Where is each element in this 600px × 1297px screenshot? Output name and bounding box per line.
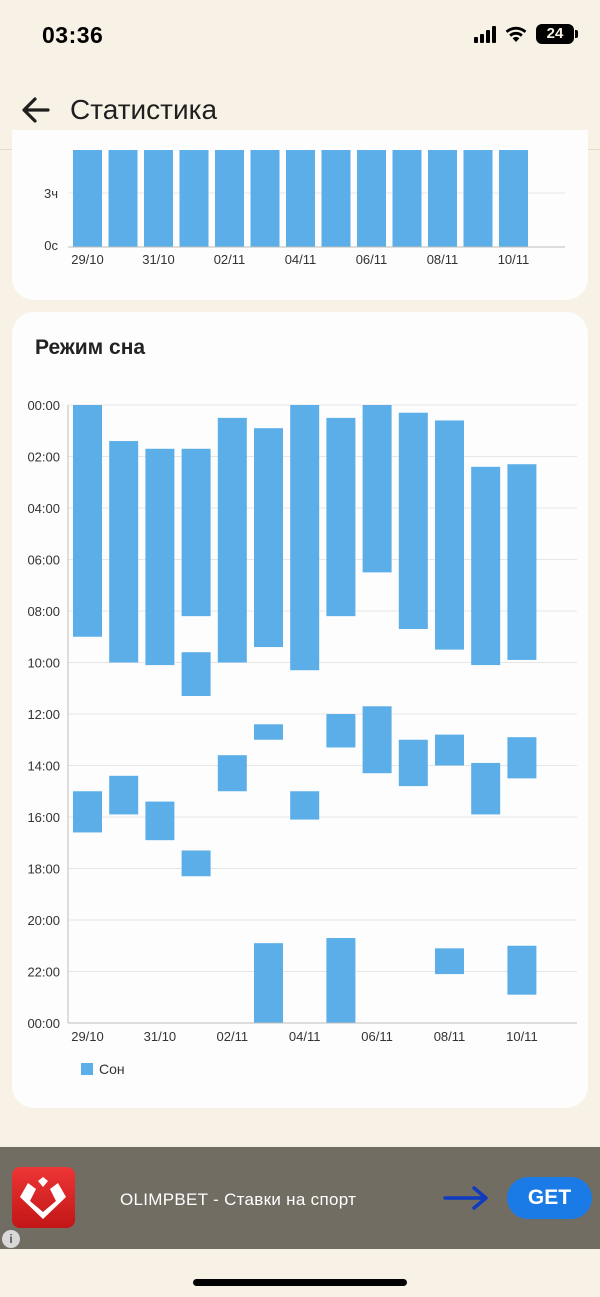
x-tick-label: 04/11 [285, 252, 317, 267]
sleep-segment-bar [109, 775, 139, 815]
battery-icon: 24 [536, 24, 578, 44]
y-tick-label: 04:00 [27, 501, 60, 516]
duration-bar [463, 150, 493, 247]
sleep-segment-bar [73, 405, 102, 637]
sleep-segment-bar [73, 791, 102, 833]
x-tick-label: 31/10 [142, 252, 175, 267]
sleep-schedule-card: Режим сна 00:00 02:00 04:00 06:00 08:00 10:00… [12, 312, 588, 1108]
x-tick-label: 10/11 [506, 1029, 538, 1044]
sleep-segment-bar [326, 938, 356, 1023]
sleep-segment-bar [254, 428, 283, 648]
sleep-segment-bar [217, 755, 247, 792]
ad-info-icon[interactable]: i [2, 1230, 20, 1248]
sleep-segment-bar [435, 420, 464, 650]
ad-title[interactable]: OLIMPBET - Ставки на спорт [120, 1190, 357, 1209]
duration-bar [428, 150, 457, 247]
sleep-segment-bar [435, 734, 464, 766]
olimpbet-emblem-icon [20, 1177, 66, 1219]
sleep-segment-bar [181, 850, 211, 877]
sleep-segment-bar [398, 739, 428, 787]
duration-bar [73, 150, 102, 247]
x-tick-label: 08/11 [434, 1029, 466, 1044]
y-tick-label: 00:00 [27, 1016, 60, 1031]
sleep-segment-bar [362, 405, 392, 573]
sleep-segment-bar [398, 412, 428, 630]
status-bar: 03:36 24 [0, 0, 600, 72]
duration-bar [357, 150, 386, 247]
duration-bar [144, 150, 173, 247]
sleep-segment-bar [181, 448, 211, 617]
sleep-segment-bar [326, 417, 356, 617]
wifi-icon [505, 26, 527, 42]
sleep-duration-chart: 3ч 0с 29/10 31/10 02/11 04/11 06/11 08/11 10/1… [44, 150, 565, 267]
legend-label: Сон [99, 1061, 125, 1077]
back-arrow-icon[interactable] [16, 90, 56, 130]
sleep-segment-bar [109, 441, 139, 663]
y-tick-label: 16:00 [27, 810, 60, 825]
sleep-segment-bar [326, 714, 356, 748]
y-tick-label: 0с [44, 238, 58, 253]
sleep-segment-bar [507, 737, 537, 779]
cellular-signal-icon [474, 25, 496, 43]
duration-bar [108, 150, 138, 247]
status-icons: 24 [474, 24, 578, 44]
duration-bar [215, 150, 244, 247]
x-tick-label: 02/11 [217, 1029, 249, 1044]
y-tick-label: 08:00 [27, 604, 60, 619]
sleep-segment-bar [471, 466, 501, 666]
x-tick-label: 02/11 [214, 252, 246, 267]
x-tick-label: 29/10 [71, 252, 104, 267]
x-tick-label: 06/11 [356, 252, 388, 267]
x-tick-label: 29/10 [71, 1029, 104, 1044]
y-tick-label: 20:00 [27, 913, 60, 928]
y-tick-label: 3ч [44, 186, 58, 201]
olimpbet-logo[interactable] [12, 1167, 75, 1228]
duration-bar [179, 150, 209, 247]
duration-bar [286, 150, 315, 247]
sleep-segment-bar [290, 791, 320, 820]
x-tick-label: 04/11 [289, 1029, 321, 1044]
page-title: Статистика [70, 94, 218, 125]
y-tick-label: 18:00 [27, 862, 60, 877]
sleep-segment-bar [471, 762, 501, 815]
home-indicator[interactable] [193, 1279, 407, 1286]
sleep-segment-bar [181, 652, 211, 696]
x-tick-label: 31/10 [144, 1029, 177, 1044]
duration-bar [499, 150, 528, 247]
x-tick-label: 08/11 [427, 252, 459, 267]
sleep-segment-bar [435, 948, 464, 975]
y-tick-label: 12:00 [27, 707, 60, 722]
duration-bar [392, 150, 422, 247]
y-tick-label: 02:00 [27, 450, 60, 465]
duration-bar [321, 150, 351, 247]
status-time: 03:36 [42, 22, 104, 48]
sleep-segment-bar [507, 464, 537, 660]
ad-banner[interactable]: i OLIMPBET - Ставки на спорт GET [0, 1147, 600, 1249]
legend-swatch [81, 1063, 93, 1075]
sleep-segment-bar [362, 706, 392, 774]
y-tick-label: 00:00 [27, 398, 60, 413]
x-tick-label: 10/11 [498, 252, 530, 267]
y-tick-label: 14:00 [27, 759, 60, 774]
sleep-segment-bar [290, 405, 320, 671]
sleep-schedule-chart: 00:00 02:00 04:00 06:00 08:00 10:00 12:00 14:00… [27, 398, 577, 1077]
x-tick-label: 06/11 [361, 1029, 393, 1044]
ad-get-button[interactable]: GET [507, 1177, 592, 1219]
sleep-segment-bar [145, 448, 175, 666]
y-tick-label: 06:00 [27, 553, 60, 568]
card-title: Режим сна [35, 336, 146, 359]
sleep-segment-bar [145, 801, 175, 841]
sleep-segment-bar [254, 943, 283, 1023]
sleep-segment-bar [507, 945, 537, 995]
sleep-duration-card: 3ч 0с 29/10 31/10 02/11 04/11 06/11 08/11 10/1… [12, 130, 588, 300]
duration-bar [250, 150, 280, 247]
arrow-right-icon [443, 1186, 488, 1210]
sleep-segment-bar [217, 417, 247, 663]
sleep-segment-bar [254, 724, 283, 740]
y-tick-label: 10:00 [27, 656, 60, 671]
y-tick-label: 22:00 [27, 965, 60, 980]
